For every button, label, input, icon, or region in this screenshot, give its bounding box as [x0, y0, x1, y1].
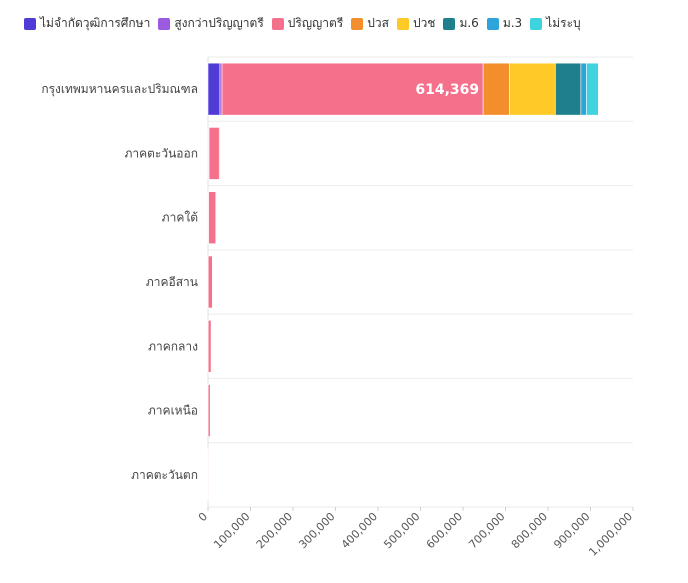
legend-swatch: [24, 17, 36, 30]
chart-legend: ไม่จำกัดวุฒิการศึกษา สูงกว่าปริญญาตรี ปริญ…: [24, 14, 581, 33]
x-tick-label: 100,000: [211, 510, 252, 551]
legend-label: ไม่ระบุ: [546, 16, 581, 30]
bar-segment: [208, 127, 220, 180]
bar-segment: [580, 62, 587, 116]
legend-swatch: [271, 17, 284, 30]
x-tick-label: 300,000: [296, 510, 337, 551]
legend-label: ปวช: [412, 16, 436, 30]
bar-segment: [207, 62, 221, 116]
legend-label: ม.6: [459, 16, 479, 30]
legend-item[interactable]: ปวส: [351, 14, 389, 33]
legend-swatch: [530, 17, 543, 30]
legend-label: ปริญญาตรี: [287, 16, 344, 30]
bar-segment: [207, 319, 212, 373]
bar-segment: [208, 191, 217, 245]
bar-segment: [482, 62, 510, 116]
category-label: ภาคใต้: [162, 211, 198, 225]
bar-segment: [220, 127, 222, 180]
bar-segment: [207, 384, 211, 437]
legend-item[interactable]: ปวช: [396, 14, 436, 33]
legend-label: ไม่จำกัดวุฒิการศึกษา: [40, 16, 151, 30]
legend-label: ปวส: [367, 16, 389, 30]
category-label: กรุงเทพมหานครและปริมณฑล: [41, 82, 198, 97]
legend-label: สูงกว่าปริญญาตรี: [174, 16, 264, 30]
bar-segment: [210, 384, 212, 437]
category-label: ภาคกลาง: [148, 339, 198, 353]
bar-segment: [211, 319, 213, 373]
x-tick-label: 200,000: [254, 510, 295, 551]
category-label: ภาคอีสาน: [146, 275, 198, 289]
legend-label: ม.3: [502, 16, 523, 30]
bar-segment: [221, 62, 484, 116]
x-tick-label: 400,000: [339, 510, 380, 551]
bar-segment: [219, 62, 223, 116]
legend-swatch: [158, 17, 171, 30]
bar-segment: [586, 62, 599, 116]
legend-swatch: [351, 17, 364, 30]
legend-swatch: [396, 17, 409, 30]
x-tick-label: 1,000,000: [586, 510, 635, 559]
x-tick-label: 800,000: [509, 510, 550, 551]
bar-segment: [509, 62, 556, 116]
bar-segment: [208, 448, 210, 502]
bar-segment: [555, 62, 582, 116]
legend-item[interactable]: สูงกว่าปริญญาตรี: [158, 14, 264, 33]
legend-item[interactable]: ม.3: [486, 14, 523, 33]
x-tick-label: 0: [196, 510, 210, 524]
legend-item[interactable]: ไม่จำกัดวุฒิการศึกษา: [24, 14, 150, 33]
legend-item[interactable]: ม.6: [443, 14, 479, 33]
bar-segment: [216, 191, 218, 245]
category-label: ภาคเหนือ: [148, 404, 198, 418]
x-tick-label: 500,000: [381, 510, 422, 551]
bar-segment: [212, 255, 214, 309]
x-tick-label: 700,000: [466, 510, 507, 551]
data-label: 614,369: [415, 82, 479, 98]
category-label: ภาคตะวันตก: [131, 468, 198, 482]
x-tick-label: 600,000: [424, 510, 465, 551]
legend-item[interactable]: ไม่ระบุ: [530, 14, 581, 33]
bar-segment: [207, 255, 213, 309]
legend-swatch: [443, 17, 456, 30]
legend-item[interactable]: ปริญญาตรี: [271, 14, 344, 33]
category-label: ภาคตะวันออก: [124, 146, 198, 160]
legend-swatch: [486, 17, 499, 30]
x-tick-label: 900,000: [551, 510, 592, 551]
